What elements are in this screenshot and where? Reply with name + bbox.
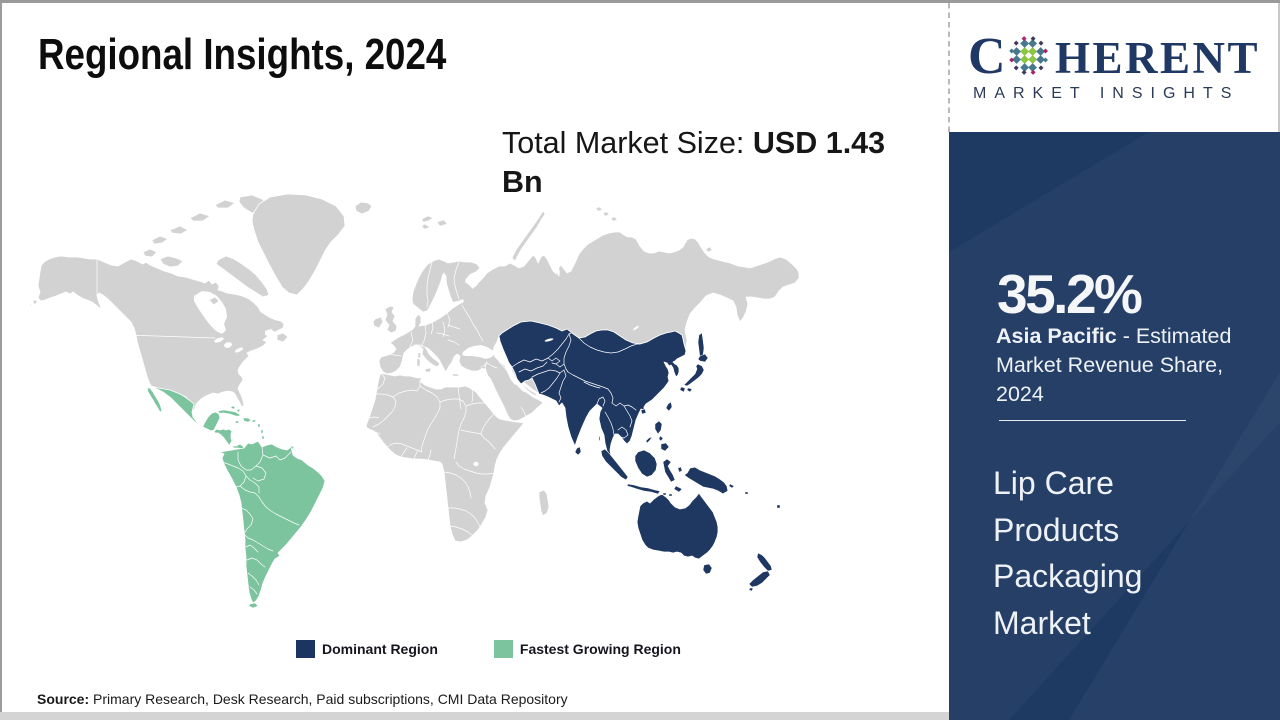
- svg-text:HERENT: HERENT: [1055, 33, 1260, 83]
- svg-text:C: C: [968, 28, 1006, 85]
- svg-text:MARKET INSIGHTS: MARKET INSIGHTS: [973, 85, 1239, 102]
